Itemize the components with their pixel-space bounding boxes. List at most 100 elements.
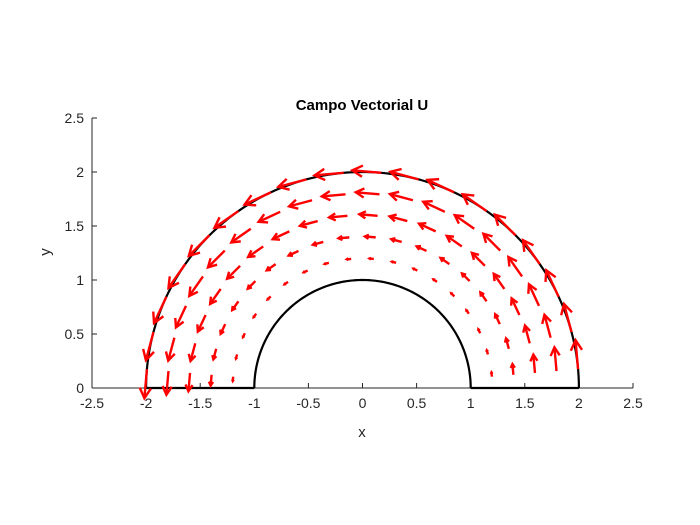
arrow-head — [167, 276, 180, 291]
vector-arrow — [187, 234, 211, 258]
x-tick-label: -0.5 — [296, 395, 320, 411]
arrow-shaft — [152, 296, 168, 324]
arrow-head — [242, 194, 257, 207]
arrow-head — [319, 190, 331, 202]
arrow-shaft — [522, 239, 541, 265]
vector-arrow — [425, 177, 455, 194]
vector-arrow — [286, 198, 313, 210]
vector-arrow — [206, 249, 226, 270]
arrow-shaft — [523, 325, 531, 344]
arrow-head — [367, 256, 372, 261]
vector-arrow — [242, 191, 272, 207]
arrow-shaft — [422, 200, 446, 213]
vector-arrow — [521, 238, 541, 265]
vector-arrow — [212, 210, 240, 230]
arrow-head — [208, 296, 218, 306]
vector-arrow — [219, 323, 227, 337]
y-tick-label: 0.5 — [65, 326, 85, 342]
vector-arrow — [275, 177, 307, 191]
arrow-head — [493, 312, 500, 319]
arrow-shaft — [209, 288, 222, 305]
arrow-shaft — [446, 234, 463, 248]
arrow-head — [282, 282, 287, 286]
arrow-shaft — [418, 222, 437, 233]
arrow-head — [152, 311, 165, 326]
vector-arrow — [245, 280, 257, 291]
arrow-shaft — [144, 331, 155, 361]
arrow-head — [509, 296, 519, 306]
arrow-shaft — [471, 251, 486, 267]
x-tick-label: -2 — [140, 395, 153, 411]
arrow-head — [362, 233, 370, 240]
arrow-head — [241, 335, 246, 340]
arrow-head — [387, 213, 397, 223]
arrow-shaft — [207, 249, 226, 269]
vector-arrow — [286, 249, 299, 258]
arrow-head — [187, 286, 199, 298]
vector-arrow — [184, 372, 194, 394]
arrow-head — [246, 249, 256, 259]
arrow-head — [310, 240, 318, 247]
vector-arrow — [489, 369, 494, 377]
arrow-head — [141, 348, 155, 363]
vector-arrow — [388, 236, 403, 244]
arrow-shaft — [562, 303, 573, 333]
arrow-head — [503, 336, 510, 343]
vector-field — [138, 164, 584, 401]
arrow-head — [477, 327, 481, 332]
x-tick-label: 1.5 — [515, 395, 535, 411]
arrow-head — [196, 324, 205, 334]
arrow-shaft — [527, 283, 541, 307]
arrow-head — [336, 234, 343, 242]
vector-arrow — [208, 288, 222, 306]
vector-arrow — [301, 269, 309, 274]
arrow-head — [353, 187, 365, 199]
arrow-head — [219, 329, 225, 337]
arrow-shaft — [355, 191, 380, 196]
arrow-head — [301, 270, 306, 274]
arrow-shaft — [321, 193, 346, 198]
x-tick-label: -1 — [248, 395, 261, 411]
vector-arrow — [493, 312, 501, 325]
arrow-head — [286, 198, 299, 210]
arrow-shaft — [165, 370, 170, 395]
arrow-head — [174, 317, 185, 330]
arrow-head — [549, 344, 561, 357]
arrow-shaft — [462, 193, 488, 213]
arrow-shaft — [454, 214, 475, 230]
arrow-head — [449, 291, 454, 296]
x-axis-label: x — [358, 424, 366, 441]
arrow-shaft — [426, 178, 455, 194]
axes: -2.5 -2 -1.5 -1 -0.5 0 0.5 1 1.5 2 2.5 0 0.5 1 1.5 2 2.5 — [65, 110, 643, 411]
chart-title: Campo Vectorial U — [296, 97, 429, 114]
arrow-head — [230, 378, 235, 384]
y-tick-label: 1 — [76, 272, 84, 288]
vector-arrow — [256, 210, 281, 224]
vector-arrow — [241, 332, 246, 340]
vector-arrow — [349, 164, 382, 178]
vector-arrow — [477, 327, 482, 334]
arrow-head — [322, 261, 327, 266]
vector-arrow — [161, 370, 173, 398]
arrow-head — [460, 271, 467, 278]
vector-arrow — [544, 268, 560, 298]
arrow-head — [492, 271, 501, 282]
arrow-head — [164, 351, 176, 364]
arrow-shaft — [272, 230, 290, 241]
arrow-shaft — [189, 342, 197, 362]
vector-arrow — [187, 342, 197, 364]
arrow-shaft — [574, 340, 580, 370]
vector-arrow — [411, 267, 418, 272]
arrow-head — [481, 231, 493, 244]
arrow-head — [206, 257, 218, 270]
vector-arrow — [509, 296, 521, 316]
arrow-shaft — [277, 178, 307, 189]
vector-arrow — [230, 376, 235, 384]
vector-arrow — [541, 312, 552, 338]
arrow-shaft — [299, 219, 319, 227]
arrow-head — [522, 323, 531, 333]
arrow-head — [541, 312, 552, 325]
arrow-head — [388, 236, 396, 244]
arrow-head — [506, 254, 518, 267]
arrow-head — [275, 177, 290, 191]
